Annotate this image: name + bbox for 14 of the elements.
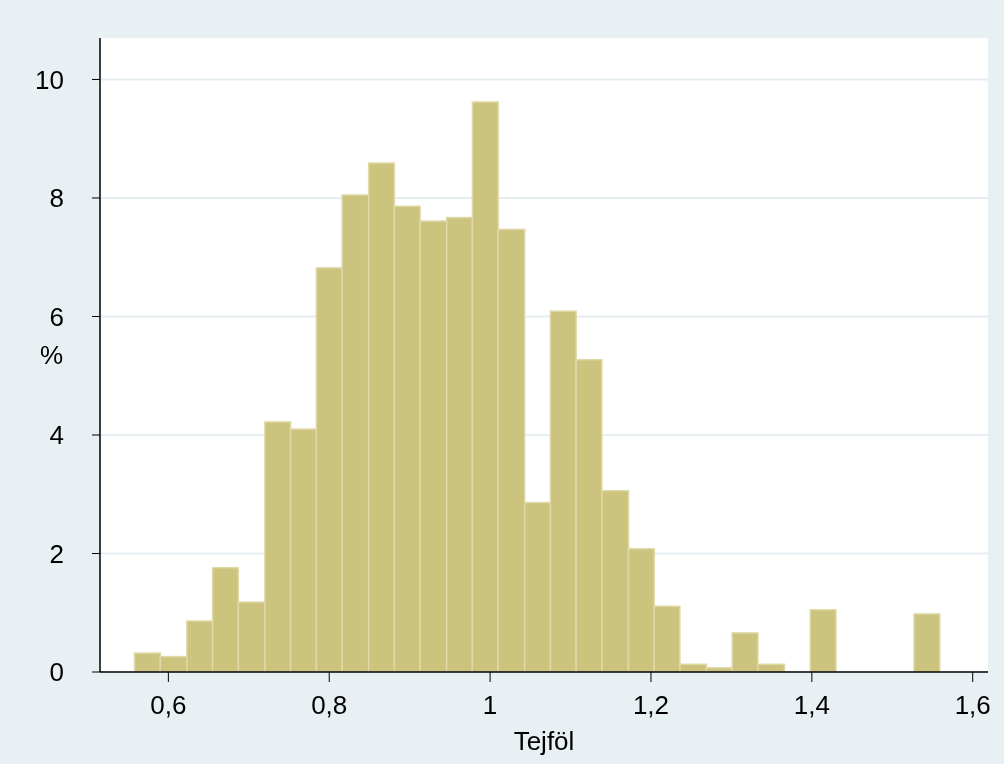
x-tick-label: 1,2 <box>632 690 670 721</box>
y-axis-title: % <box>40 340 64 371</box>
x-tick-label: 0,6 <box>150 690 187 721</box>
x-tick-label: 1,6 <box>954 690 991 721</box>
y-tick-label: 2 <box>49 538 64 569</box>
y-tick-label: 4 <box>49 420 64 451</box>
y-tick-label: 8 <box>49 183 64 214</box>
y-tick-label: 10 <box>35 64 64 95</box>
x-tick-label: 1 <box>482 690 498 721</box>
x-tick-label: 0,8 <box>311 690 348 721</box>
y-tick-label: 6 <box>49 301 64 332</box>
y-tick-label: 0 <box>49 657 64 688</box>
x-axis-title: Tejföl <box>513 726 575 756</box>
x-tick-label: 1,4 <box>793 690 830 721</box>
